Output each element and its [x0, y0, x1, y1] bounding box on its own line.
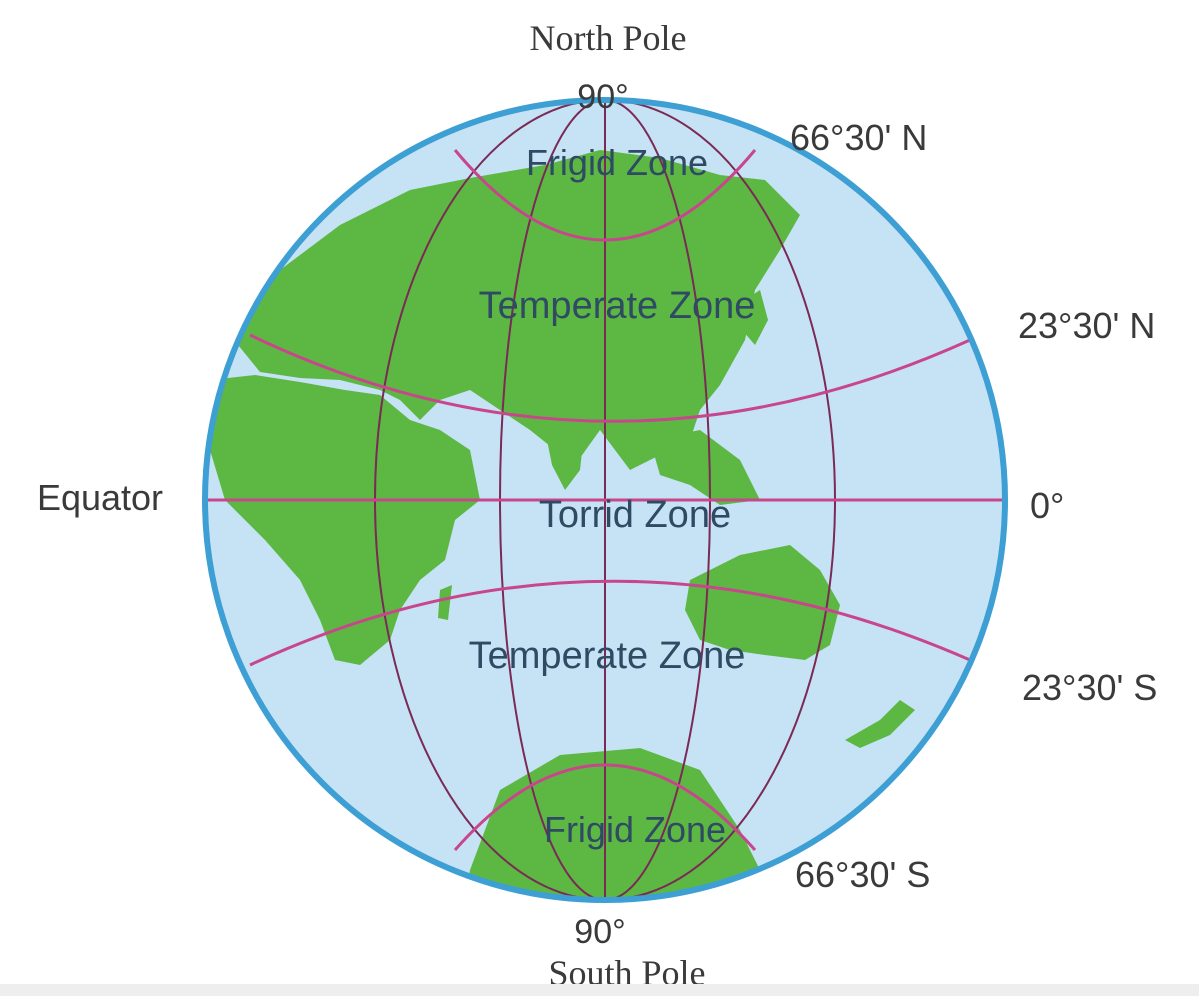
- antarctic-circle-line: [453, 763, 757, 851]
- south-90-label: 90°: [574, 913, 625, 951]
- landmass-antarctica: [460, 748, 760, 900]
- zone-label-temperate-south: Temperate Zone: [469, 635, 746, 677]
- landmass-india: [545, 425, 585, 490]
- landmass-southeast-asia: [650, 430, 760, 505]
- zone-label-temperate-north: Temperate Zone: [479, 285, 756, 327]
- zone-label-frigid-south: Frigid Zone: [544, 809, 726, 850]
- zone-label-frigid-north: Frigid Zone: [526, 142, 708, 183]
- north-pole-label: North Pole: [530, 18, 687, 58]
- tropic-of-cancer-label: 23°30' N: [1018, 305, 1155, 346]
- arctic-circle-label: 66°30' N: [790, 117, 927, 158]
- tropic-of-capricorn-line: [249, 579, 971, 667]
- landmass-madagascar: [438, 585, 452, 620]
- equator-label: Equator: [37, 477, 163, 518]
- globe-outline: [202, 97, 1008, 903]
- footer-strip: [0, 984, 1199, 996]
- north-90-label: 90°: [577, 78, 628, 116]
- parallels: [205, 149, 1005, 851]
- antarctic-circle-label: 66°30' S: [795, 854, 930, 895]
- landmass-africa: [210, 375, 480, 665]
- tropic-of-cancer-line: [249, 333, 971, 423]
- landmass-japan: [742, 290, 768, 345]
- arctic-circle-line: [453, 149, 757, 242]
- tropic-of-capricorn-label: 23°30' S: [1022, 667, 1157, 708]
- landmass-australia: [685, 545, 840, 660]
- zone-label-torrid: Torrid Zone: [539, 494, 731, 536]
- landmass-new-zealand: [845, 700, 915, 748]
- equator-degree-label: 0°: [1030, 485, 1064, 526]
